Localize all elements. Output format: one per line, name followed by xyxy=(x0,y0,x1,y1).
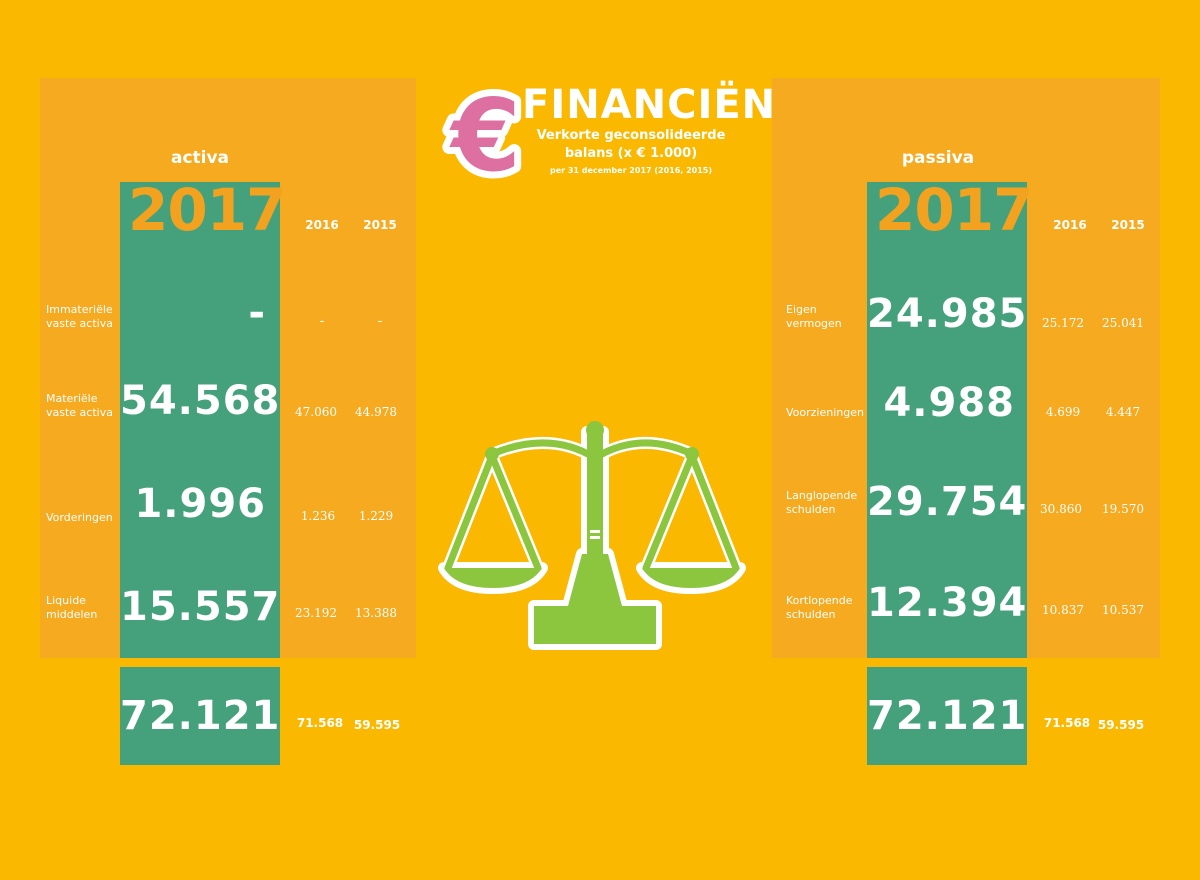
passiva-year-2015: 2015 xyxy=(1111,218,1145,232)
activa-row-value-2016: 47.060 xyxy=(295,405,337,419)
activa-row-label: Liquide middelen xyxy=(46,594,98,621)
activa-row-value-2016: - xyxy=(319,313,325,329)
balance-scale-icon xyxy=(438,421,746,650)
passiva-row-value-2017: 12.394 xyxy=(867,580,1028,626)
passiva-row-value-2015: 25.041 xyxy=(1102,316,1144,330)
passiva-row-value-2015: 19.570 xyxy=(1102,502,1144,516)
passiva-row-value-2017: 29.754 xyxy=(867,479,1028,525)
passiva-row-value-2015: 10.537 xyxy=(1102,603,1144,617)
passiva-year-2016: 2016 xyxy=(1053,218,1087,232)
subtitle-line-2: balans (x € 1.000) xyxy=(564,146,698,161)
passiva-total-2016: 71.568 xyxy=(1043,716,1091,730)
activa-row-value-2016: 1.236 xyxy=(300,509,336,523)
activa-row-value-2017: - xyxy=(248,290,266,336)
activa-row-value-2017: 54.568 xyxy=(120,378,281,424)
activa-total-box xyxy=(120,667,280,765)
activa-row-label: Vorderingen xyxy=(46,511,113,524)
passiva-row-value-2017: 24.985 xyxy=(867,291,1028,337)
activa-row-value-2015: 1.229 xyxy=(358,509,394,523)
activa-row-label: Materiële vaste activa xyxy=(46,392,113,419)
passiva-row-value-2016: 25.172 xyxy=(1042,316,1084,330)
activa-total-2015: 59.595 xyxy=(353,718,401,732)
page-title: FINANCIËN xyxy=(522,82,777,128)
passiva-row-label: Kortlopende schulden xyxy=(786,594,853,621)
activa-row-value-2015: 44.978 xyxy=(355,405,397,419)
activa-row-label: Immateriële vaste activa xyxy=(46,303,113,330)
activa-row-value-2017: 1.996 xyxy=(134,481,266,527)
activa-row-value-2016: 23.192 xyxy=(295,606,337,620)
svg-text:€: € xyxy=(449,77,521,186)
activa-row-value-2017: 15.557 xyxy=(120,584,281,630)
passiva-2017-column xyxy=(867,182,1027,658)
passiva-total-2015: 59.595 xyxy=(1097,718,1145,732)
passiva-row-label: Langlopende schulden xyxy=(786,489,858,516)
subtitle-line-3: per 31 december 2017 (2016, 2015) xyxy=(549,166,713,175)
passiva-year-2017: 2017 xyxy=(875,176,1033,244)
passiva-row-label: Eigen vermogen xyxy=(786,303,842,330)
activa-year-2017: 2017 xyxy=(128,176,286,244)
passiva-row-value-2015: 4.447 xyxy=(1105,405,1141,419)
activa-2017-column xyxy=(120,182,280,658)
subtitle-line-1: Verkorte geconsolideerde xyxy=(536,128,726,143)
activa-year-2016: 2016 xyxy=(305,218,339,232)
activa-row-value-2015: - xyxy=(377,313,383,329)
passiva-row-value-2016: 10.837 xyxy=(1042,603,1084,617)
activa-total-2017: 72.121 xyxy=(120,693,281,739)
euro-icon: € € xyxy=(442,74,528,186)
activa-title: activa xyxy=(170,148,230,168)
svg-text:€: € xyxy=(449,77,521,186)
passiva-row-label: Voorzieningen xyxy=(786,406,864,419)
passiva-row-value-2017: 4.988 xyxy=(883,380,1015,426)
passiva-row-value-2016: 30.860 xyxy=(1040,502,1082,516)
activa-total-2016: 71.568 xyxy=(296,716,344,730)
passiva-row-value-2016: 4.699 xyxy=(1045,405,1081,419)
activa-row-value-2015: 13.388 xyxy=(355,606,397,620)
activa-year-2015: 2015 xyxy=(363,218,397,232)
passiva-total-box xyxy=(867,667,1027,765)
passiva-total-2017: 72.121 xyxy=(867,693,1028,739)
passiva-title: passiva xyxy=(901,148,975,168)
